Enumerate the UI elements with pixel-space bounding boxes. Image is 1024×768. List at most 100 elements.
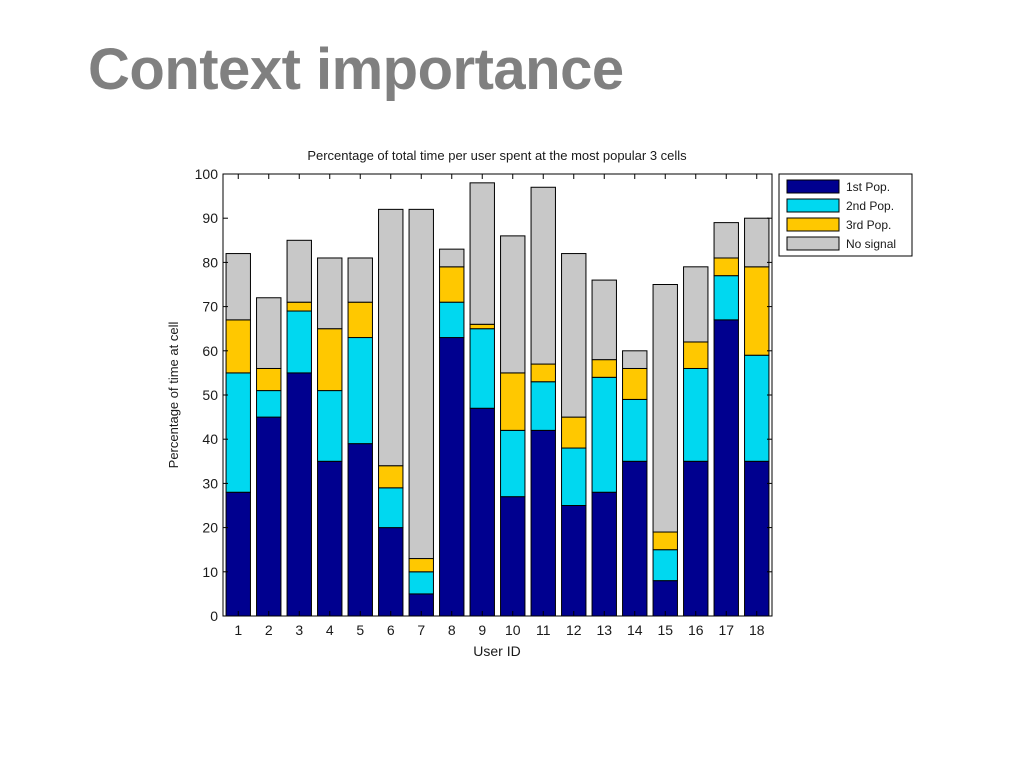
bar-user-11-series-1 [530,429,556,617]
legend-label-2: 2nd Pop. [846,199,894,213]
bar-user-2-series-1 [256,416,282,617]
bar-user-4-series-1 [317,460,343,617]
y-tick-label: 0 [210,608,218,624]
bar-user-1-series-3 [225,319,251,374]
bar-user-9-series-1 [469,407,495,617]
x-tick-label: 8 [448,622,456,638]
bar-user-15-series-1 [652,580,678,617]
bar-user-4-series-2 [317,390,343,462]
x-tick-label: 1 [234,622,242,638]
bar-user-8-series-1 [439,337,465,617]
bar-user-14-series-2 [622,398,648,462]
bar-user-17-series-2 [713,275,739,321]
y-tick-label: 40 [202,431,218,447]
legend-swatch-4 [786,236,840,251]
x-tick-label: 18 [749,622,765,638]
bar-user-4-series-4 [317,257,343,330]
x-tick-label: 11 [536,622,551,638]
x-axis-label: User ID [473,643,520,659]
bar-user-5-series-4 [347,257,373,303]
bar-user-16-series-3 [683,341,709,369]
bar-user-9-series-2 [469,328,495,409]
bar-user-14-series-4 [622,350,648,369]
bar-user-3-series-3 [286,301,312,312]
bar-user-12-series-3 [561,416,587,449]
x-tick-label: 12 [566,622,582,638]
bar-user-7-series-4 [408,208,434,560]
y-tick-label: 80 [202,254,218,270]
slide-title: Context importance [88,37,624,102]
x-tick-label: 17 [718,622,734,638]
bar-user-10-series-4 [500,235,526,374]
y-tick-label: 90 [202,210,218,226]
bar-user-9-series-3 [469,323,495,330]
x-tick-label: 3 [295,622,303,638]
bar-user-2-series-2 [256,390,282,418]
bar-user-15-series-4 [652,284,678,533]
x-tick-label: 9 [478,622,486,638]
legend-label-3: 3rd Pop. [846,218,891,232]
bar-user-8-series-2 [439,301,465,339]
bar-user-14-series-1 [622,460,648,617]
bar-user-3-series-1 [286,372,312,617]
bar-user-6-series-4 [378,208,404,467]
legend-label-4: No signal [846,237,896,251]
x-tick-label: 5 [356,622,364,638]
bar-user-18-series-4 [744,217,770,268]
y-tick-label: 60 [202,343,218,359]
x-tick-label: 6 [387,622,395,638]
bar-user-4-series-3 [317,328,343,392]
bar-user-1-series-2 [225,372,251,493]
bar-user-2-series-4 [256,297,282,369]
legend-swatch-1 [786,179,840,194]
bar-user-7-series-3 [408,558,434,573]
bar-user-3-series-4 [286,239,312,303]
bar-user-18-series-2 [744,354,770,462]
x-tick-label: 14 [627,622,643,638]
bar-user-9-series-4 [469,182,495,325]
x-tick-label: 16 [688,622,704,638]
bar-user-16-series-4 [683,266,709,343]
y-tick-label: 10 [202,564,218,580]
bar-user-17-series-1 [713,319,739,617]
bar-user-10-series-2 [500,429,526,498]
legend: 1st Pop. 2nd Pop. 3rd Pop. No signal [778,173,913,257]
bar-user-13-series-4 [591,279,617,361]
bar-user-6-series-3 [378,465,404,489]
bar-user-16-series-1 [683,460,709,617]
bar-user-11-series-2 [530,381,556,431]
bar-user-13-series-1 [591,491,617,617]
bar-user-17-series-3 [713,257,739,277]
legend-swatch-2 [786,198,840,213]
x-tick-label: 2 [265,622,273,638]
bar-user-16-series-2 [683,367,709,462]
bar-user-11-series-3 [530,363,556,383]
bar-user-1-series-4 [225,253,251,321]
x-tick-label: 10 [505,622,521,638]
bar-user-17-series-4 [713,222,739,259]
bar-user-12-series-4 [561,253,587,418]
bar-user-8-series-4 [439,248,465,268]
x-tick-label: 13 [596,622,612,638]
bar-user-2-series-3 [256,367,282,392]
legend-swatch-3 [786,217,840,232]
bar-user-18-series-1 [744,460,770,617]
bar-user-12-series-2 [561,447,587,507]
y-tick-label: 50 [202,387,218,403]
bar-user-3-series-2 [286,310,312,374]
bar-user-1-series-1 [225,491,251,617]
chart-title: Percentage of total time per user spent … [307,148,687,163]
bar-user-5-series-2 [347,337,373,445]
y-axis-label: Percentage of time at cell [166,322,181,469]
bar-user-13-series-2 [591,376,617,493]
bar-user-10-series-3 [500,372,526,431]
x-tick-label: 4 [326,622,334,638]
bar-user-10-series-1 [500,496,526,617]
bars-group [225,182,770,617]
axes-group: 1 2 3 4 5 6 7 8 9 10 11 12 13 14 15 16 17 180102030405060… [195,166,772,638]
y-tick-label: 100 [195,166,219,182]
bar-user-11-series-4 [530,186,556,365]
y-tick-label: 30 [202,475,218,491]
bar-user-14-series-3 [622,367,648,400]
